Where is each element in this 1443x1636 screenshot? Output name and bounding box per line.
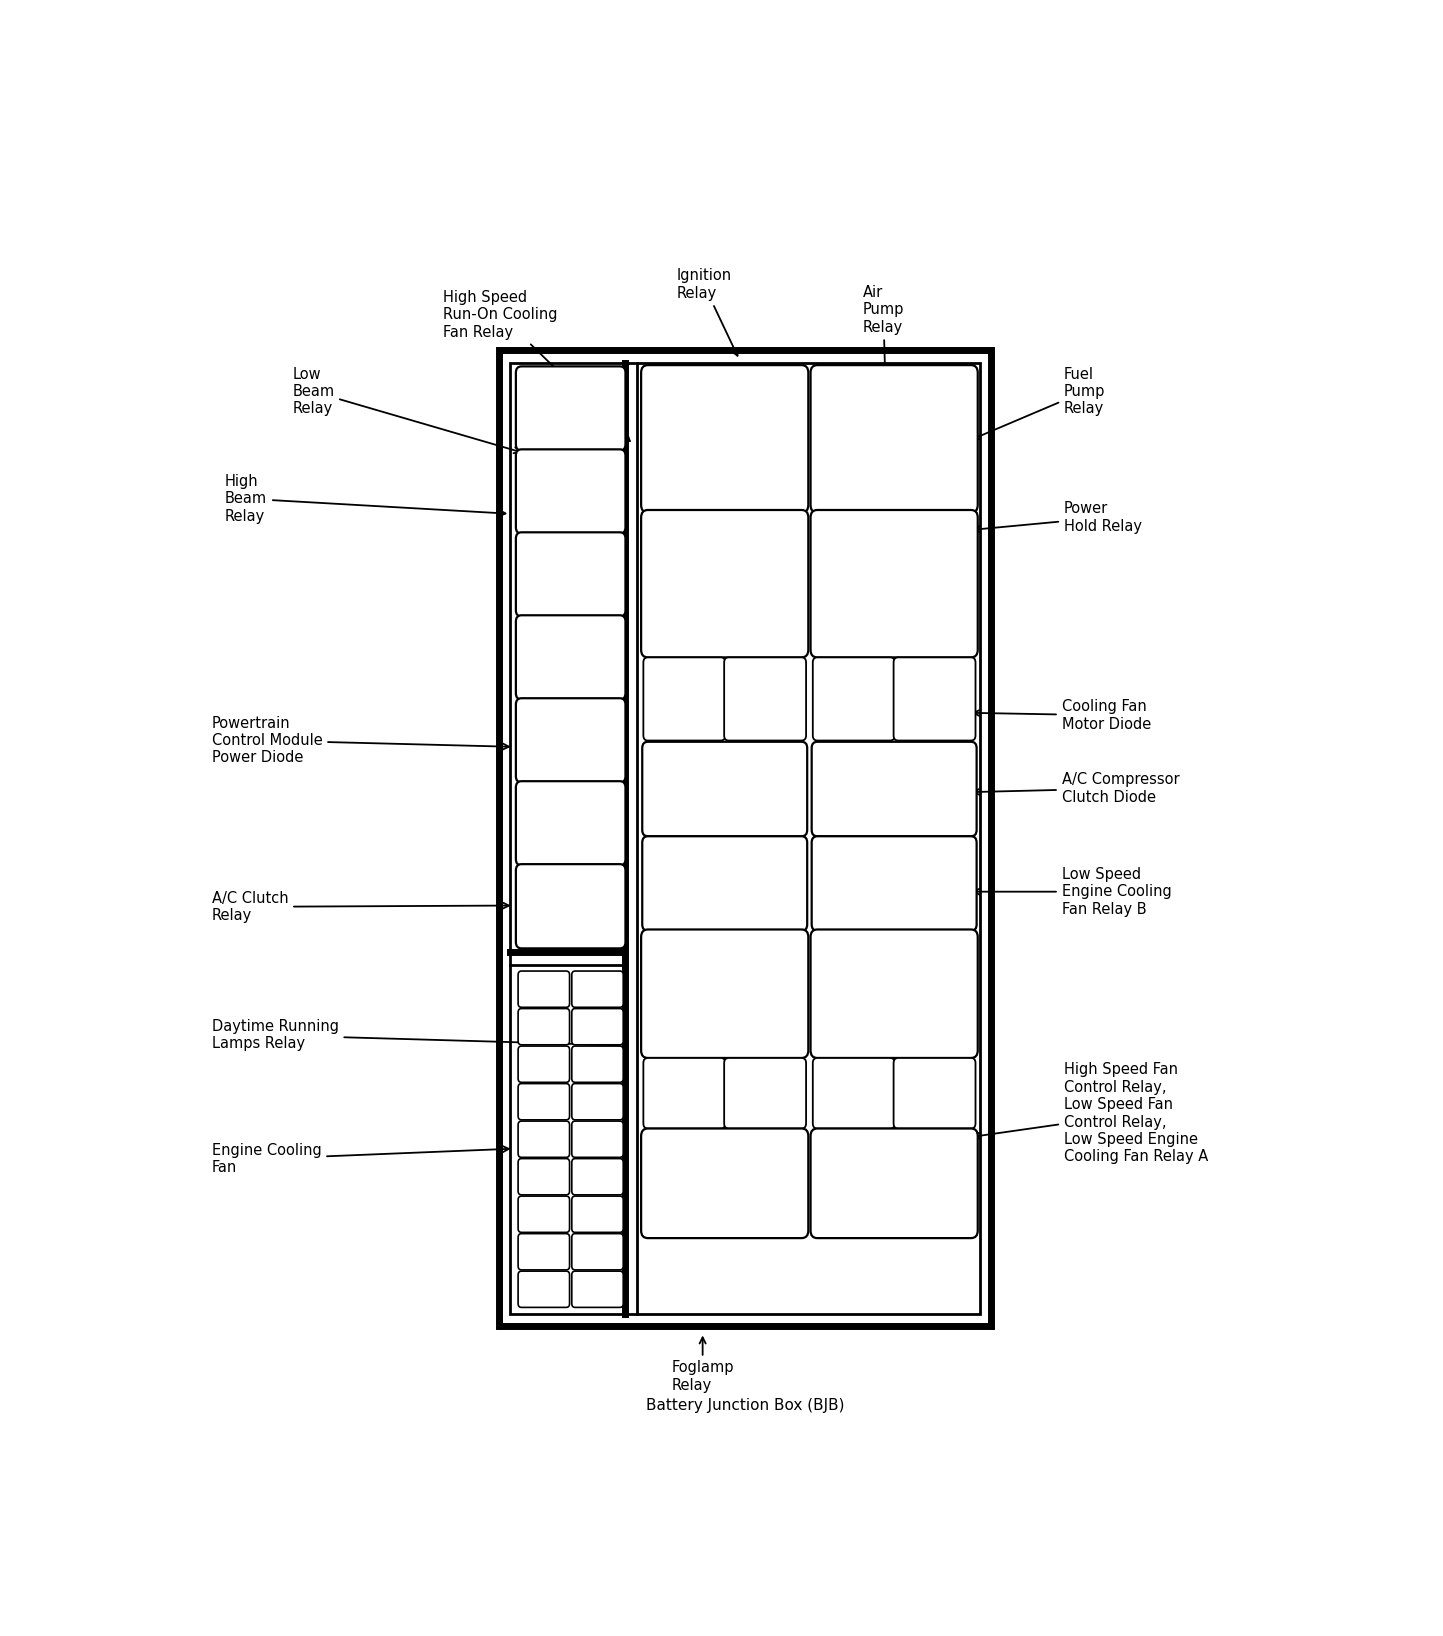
- Text: High Speed Fan
Control Relay,
Low Speed Fan
Control Relay,
Low Speed Engine
Cool: High Speed Fan Control Relay, Low Speed …: [974, 1062, 1208, 1165]
- FancyBboxPatch shape: [641, 510, 808, 658]
- FancyBboxPatch shape: [641, 1129, 808, 1238]
- FancyBboxPatch shape: [642, 836, 807, 931]
- Text: High Speed
Run-On Cooling
Fan Relay: High Speed Run-On Cooling Fan Relay: [443, 290, 629, 442]
- Text: Daytime Running
Lamps Relay: Daytime Running Lamps Relay: [212, 1019, 619, 1052]
- FancyBboxPatch shape: [571, 1234, 623, 1270]
- FancyBboxPatch shape: [518, 1083, 570, 1119]
- FancyBboxPatch shape: [518, 1158, 570, 1194]
- FancyBboxPatch shape: [644, 658, 726, 741]
- Text: Foglamp
Relay: Foglamp Relay: [671, 1337, 734, 1392]
- FancyBboxPatch shape: [571, 1121, 623, 1157]
- FancyBboxPatch shape: [518, 1121, 570, 1157]
- Text: Low Speed
Engine Cooling
Fan Relay B: Low Speed Engine Cooling Fan Relay B: [974, 867, 1172, 916]
- Text: Fuel
Pump
Relay: Fuel Pump Relay: [973, 366, 1105, 438]
- FancyBboxPatch shape: [812, 658, 895, 741]
- FancyBboxPatch shape: [518, 1196, 570, 1232]
- Text: A/C Compressor
Clutch Diode: A/C Compressor Clutch Diode: [974, 772, 1179, 805]
- FancyBboxPatch shape: [517, 532, 625, 617]
- FancyBboxPatch shape: [641, 365, 808, 512]
- FancyBboxPatch shape: [724, 1058, 807, 1129]
- FancyBboxPatch shape: [517, 615, 625, 700]
- FancyBboxPatch shape: [893, 658, 975, 741]
- FancyBboxPatch shape: [517, 780, 625, 865]
- Text: Air
Pump
Relay: Air Pump Relay: [863, 285, 903, 435]
- FancyBboxPatch shape: [517, 366, 625, 450]
- Text: Power
Hold Relay: Power Hold Relay: [974, 501, 1141, 533]
- FancyBboxPatch shape: [518, 1045, 570, 1083]
- FancyBboxPatch shape: [518, 1008, 570, 1045]
- Text: Ignition
Relay: Ignition Relay: [677, 268, 737, 355]
- Bar: [511, 363, 980, 1314]
- FancyBboxPatch shape: [724, 658, 807, 741]
- FancyBboxPatch shape: [571, 1083, 623, 1119]
- FancyBboxPatch shape: [811, 929, 978, 1058]
- Text: Battery Junction Box (BJB): Battery Junction Box (BJB): [646, 1399, 844, 1414]
- FancyBboxPatch shape: [644, 1058, 726, 1129]
- FancyBboxPatch shape: [812, 1058, 895, 1129]
- FancyBboxPatch shape: [517, 450, 625, 533]
- Text: Cooling Fan
Motor Diode: Cooling Fan Motor Diode: [974, 699, 1152, 731]
- FancyBboxPatch shape: [571, 1271, 623, 1307]
- Text: Low
Beam
Relay: Low Beam Relay: [291, 366, 521, 453]
- Text: Engine Cooling
Fan: Engine Cooling Fan: [212, 1142, 509, 1175]
- FancyBboxPatch shape: [517, 699, 625, 782]
- Bar: [499, 350, 991, 1327]
- FancyBboxPatch shape: [518, 1271, 570, 1307]
- FancyBboxPatch shape: [642, 741, 807, 836]
- Text: Powertrain
Control Module
Power Diode: Powertrain Control Module Power Diode: [212, 715, 509, 766]
- Text: High
Beam
Relay: High Beam Relay: [225, 474, 505, 524]
- FancyBboxPatch shape: [811, 836, 977, 931]
- FancyBboxPatch shape: [811, 1129, 978, 1238]
- FancyBboxPatch shape: [571, 1196, 623, 1232]
- FancyBboxPatch shape: [571, 1045, 623, 1083]
- FancyBboxPatch shape: [517, 864, 625, 949]
- FancyBboxPatch shape: [571, 1008, 623, 1045]
- FancyBboxPatch shape: [811, 365, 978, 512]
- FancyBboxPatch shape: [518, 972, 570, 1008]
- FancyBboxPatch shape: [571, 972, 623, 1008]
- FancyBboxPatch shape: [641, 929, 808, 1058]
- FancyBboxPatch shape: [811, 741, 977, 836]
- FancyBboxPatch shape: [571, 1158, 623, 1194]
- Text: A/C Clutch
Relay: A/C Clutch Relay: [212, 890, 509, 923]
- FancyBboxPatch shape: [893, 1058, 975, 1129]
- FancyBboxPatch shape: [518, 1234, 570, 1270]
- FancyBboxPatch shape: [811, 510, 978, 658]
